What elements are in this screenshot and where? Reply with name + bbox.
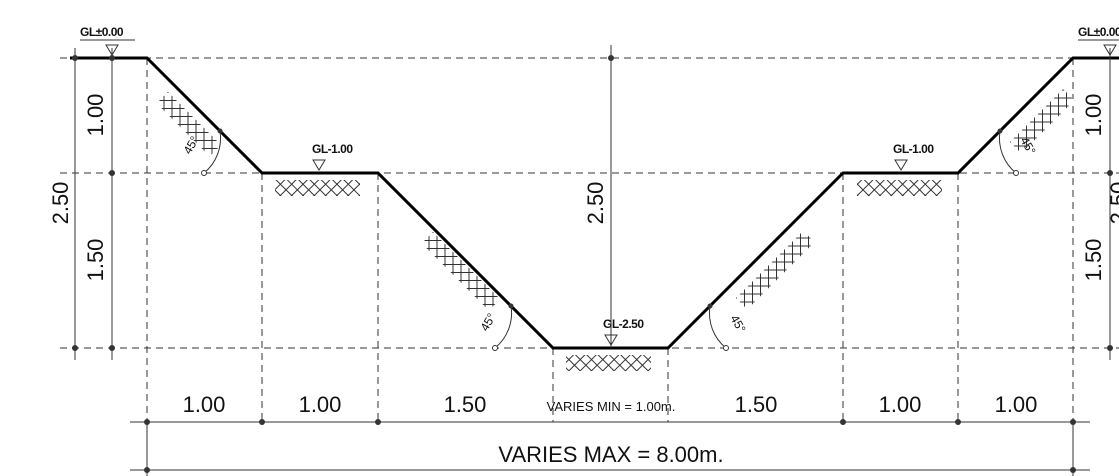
vertical-dimensions [72, 45, 1113, 360]
dimension-label: 1.50 [444, 392, 487, 417]
dimension-label: 1.00 [299, 392, 342, 417]
dimension-label: 1.00 [83, 94, 108, 137]
level-label: GL-1.00 [312, 142, 353, 156]
max-width-label: VARIES MAX = 8.00m. [498, 442, 723, 467]
horizontal-dimensions [130, 419, 1090, 476]
level-label: GL±0.00 [80, 25, 124, 39]
dimension-label: 2.50 [48, 182, 73, 225]
level-markers [80, 39, 1119, 346]
level-label: GL-1.00 [893, 142, 934, 156]
dimension-label: 1.50 [735, 392, 778, 417]
dimension-label: 1.00 [1081, 94, 1106, 137]
level-label: GL-2.50 [603, 317, 644, 331]
min-width-label: VARIES MIN = 1.00m. [547, 399, 676, 414]
dimension-label: 1.50 [1081, 239, 1106, 282]
dimension-label: 2.50 [583, 182, 608, 225]
dimension-label: 1.00 [183, 392, 226, 417]
dimension-label: 1.50 [83, 239, 108, 282]
angle-arcs [201, 128, 1019, 351]
dimension-label: 1.00 [879, 392, 922, 417]
angle-label: 45° [727, 313, 748, 336]
angle-label: 45° [477, 311, 498, 334]
dimension-label: 2.50 [1106, 182, 1119, 225]
level-label: GL±0.00 [1078, 25, 1119, 39]
soil-hatch [156, 88, 1075, 371]
dimension-label: 1.00 [995, 392, 1038, 417]
